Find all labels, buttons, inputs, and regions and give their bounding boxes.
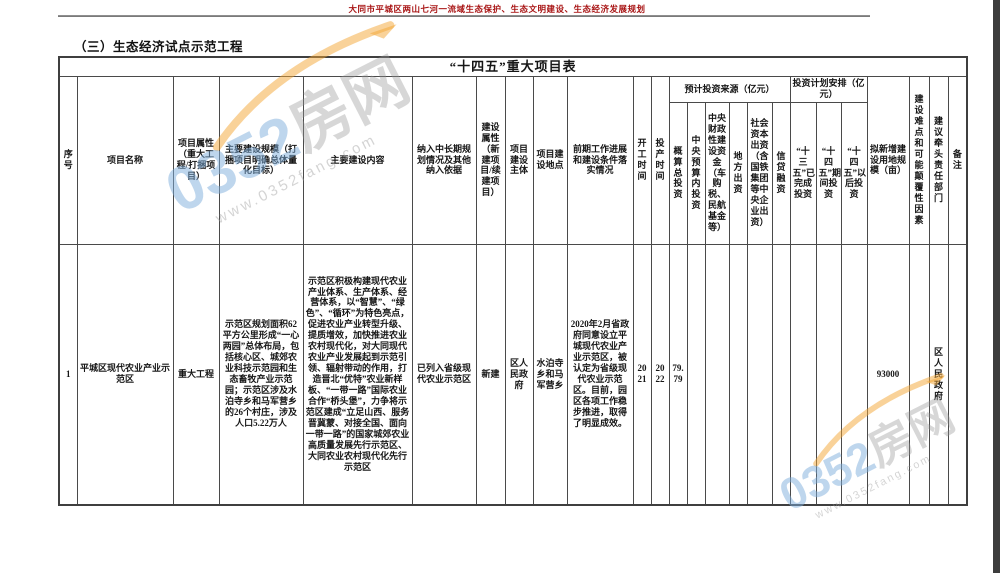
header-14th-period-invest: “十四五”期间投资 (815, 101, 842, 245)
cell-progress: 2020年2月省政府同意设立平城现代农业产业示范区，被认定为省级现代农业示范区。… (566, 243, 634, 506)
group-funding-source: 预计投资来源（亿元） (668, 75, 791, 103)
header-plan-basis: 纳入中长期规划情况及其他纳入依据 (411, 75, 477, 245)
header-social-capital: 社会资本出资（含国铁集团等中央企业出资） (746, 101, 773, 245)
header-content: 主要建设内容 (302, 75, 413, 245)
cell-difficulty (908, 243, 930, 506)
cell-seq: 1 (58, 243, 78, 506)
header-divider (58, 15, 870, 17)
header-owner: 项目建设主体 (504, 75, 534, 245)
cell-owner: 区人民政府 (504, 243, 534, 506)
header-central-budget: 中央预算内投资 (686, 101, 706, 245)
cell-prod-year: 2022 (650, 243, 670, 506)
cell-project-name: 平城区现代农业产业示范区 (76, 243, 174, 506)
header-start-year: 开工时间 (632, 75, 652, 245)
projects-table: “十四五”重大项目表 序号 项目名称 项目属性（重大工程/打捆项目） 主要建设规… (58, 56, 969, 506)
section-heading: （三）生态经济试点示范工程 (74, 40, 244, 54)
header-attribute: 项目属性（重大工程/打捆项目） (172, 75, 220, 245)
group-invest-plan: 投资计划安排（亿元） (789, 75, 868, 103)
header-location: 项目建设地点 (532, 75, 568, 245)
header-new-land: 拟新增建设用地规模（亩） (866, 75, 910, 245)
cell-remark (947, 243, 968, 506)
header-total-invest: 概算总投资 (668, 101, 688, 245)
cell-scale: 示范区规划面积62平方公里形成“一心两园”总体布局，包括核心区、城郊农业科技示范… (218, 243, 304, 506)
header-credit-financing: 信贷融资 (771, 101, 791, 245)
cell-14th-period-invest (815, 243, 842, 506)
cell-central-budget (686, 243, 706, 506)
cell-new-land: 93000 (866, 243, 910, 506)
cell-start-year: 2021 (632, 243, 652, 506)
cell-local-fund (728, 243, 748, 506)
header-prod-year: 投产时间 (650, 75, 670, 245)
header-difficulty: 建设难点和可能颠覆性因素 (908, 75, 930, 245)
header-remark: 备注 (947, 75, 968, 245)
header-central-fiscal: 中央财政性建设资金（车购税、民航基金等） (704, 101, 730, 245)
header-progress: 前期工作进展和建设条件落实情况 (566, 75, 634, 245)
header-lead-dept: 建议牵头责任部门 (928, 75, 949, 245)
cell-credit-financing (771, 243, 791, 506)
header-13th-done-invest: “十三五”已完成投资 (789, 101, 817, 245)
table-title: “十四五”重大项目表 (58, 56, 968, 77)
header-scale: 主要建设规模（打捆项目明确总体量化目标） (218, 75, 304, 245)
cell-13th-done-invest (789, 243, 817, 506)
header-local-fund: 地方出资 (728, 101, 748, 245)
cell-central-fiscal (704, 243, 730, 506)
cell-build-type: 新建 (475, 243, 506, 506)
cell-location: 水泊寺乡和马军营乡 (532, 243, 568, 506)
cell-plan-basis: 已列入省级现代农业示范区 (411, 243, 477, 506)
cell-attribute: 重大工程 (172, 243, 220, 506)
header-build-type: 建设属性（新建项目/续建项目） (475, 75, 506, 245)
header-project-name: 项目名称 (76, 75, 174, 245)
cell-lead-dept: 区人民政府 (928, 243, 949, 506)
cell-total-invest: 79.79 (668, 243, 688, 506)
cell-14th-after-invest (840, 243, 868, 506)
header-14th-after-invest: “十四五”以后投资 (840, 101, 868, 245)
cell-social-capital (746, 243, 773, 506)
document-header-title: 大同市平城区两山七河一流域生态保护、生态文明建设、生态经济发展规划 (348, 4, 646, 14)
header-seq: 序号 (58, 75, 78, 245)
viewer-edge (993, 0, 1000, 573)
cell-content: 示范区积极构建现代农业产业体系、生产体系、经营体系，以“智慧”、“绿色”、“循环… (302, 243, 413, 506)
